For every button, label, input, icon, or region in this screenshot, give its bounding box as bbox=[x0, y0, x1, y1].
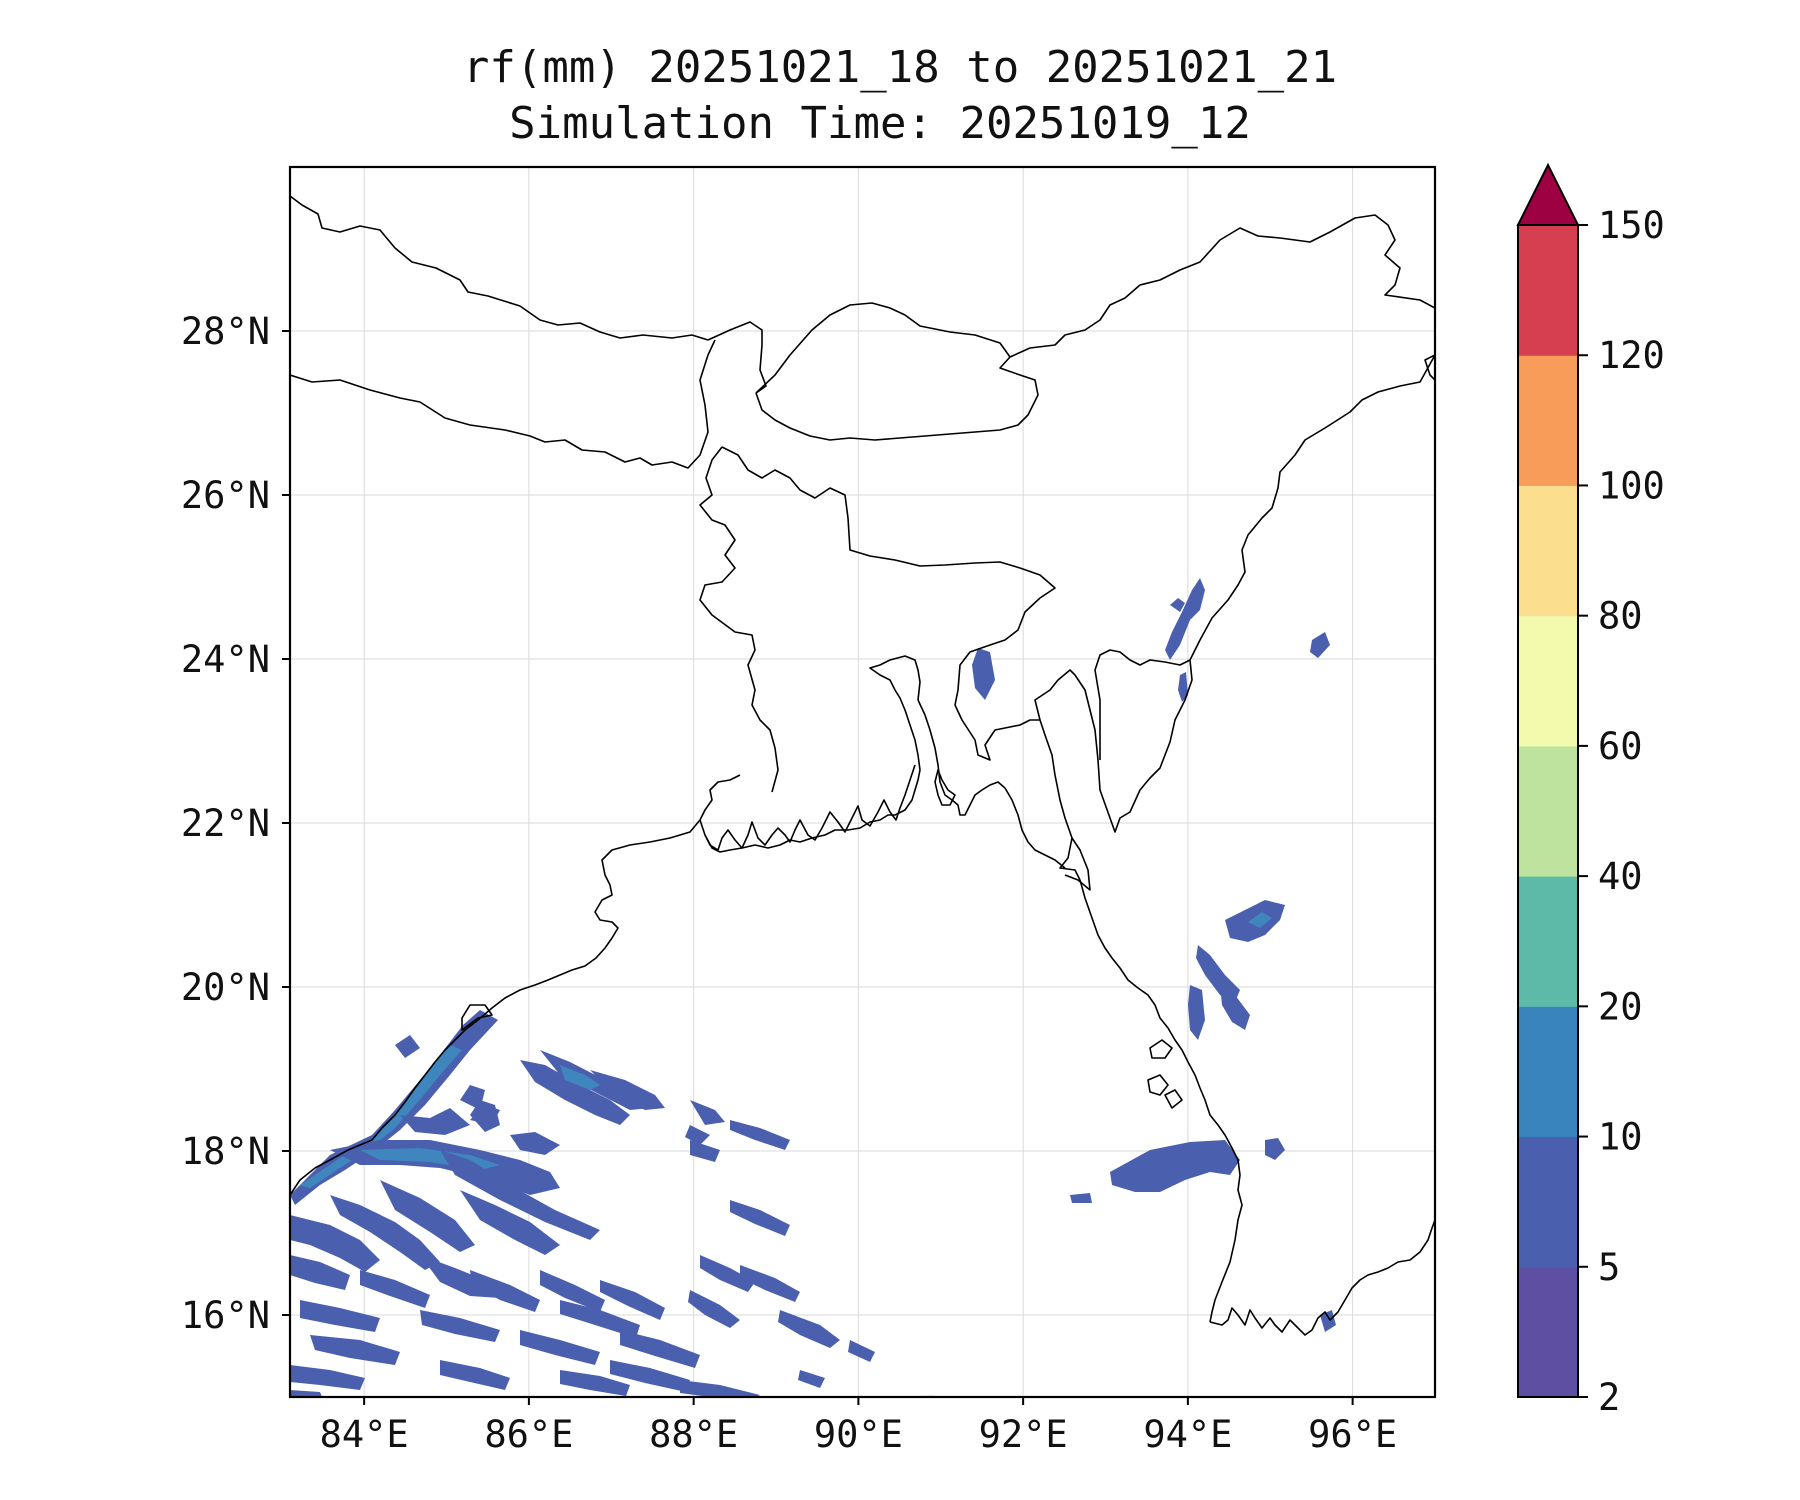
x-tick-label: 88°E bbox=[649, 1413, 738, 1456]
colorbar-tick-label: 80 bbox=[1598, 595, 1643, 638]
colorbar-bin bbox=[1518, 225, 1578, 356]
y-tick-label: 20°N bbox=[181, 966, 270, 1009]
colorbar-tick-label: 60 bbox=[1598, 725, 1643, 768]
colorbar-tick-label: 20 bbox=[1598, 985, 1643, 1028]
longitude-axis: 84°E 86°E 88°E 90°E 92°E 94°E 96°E bbox=[320, 1397, 1397, 1456]
country-borders bbox=[290, 195, 1435, 891]
y-tick-label: 16°N bbox=[181, 1294, 270, 1337]
colorbar-extend-arrow bbox=[1516, 162, 1580, 226]
colorbar-bin bbox=[1518, 1136, 1578, 1268]
colorbar-bin bbox=[1518, 615, 1578, 747]
rainfall-field-east bbox=[972, 578, 1336, 1332]
y-tick-label: 26°N bbox=[181, 474, 270, 517]
colorbar-tick-label: 10 bbox=[1598, 1116, 1643, 1159]
colorbar-bin bbox=[1518, 355, 1578, 486]
colorbar-bin bbox=[1518, 1266, 1578, 1398]
colorbar-tick-label: 2 bbox=[1598, 1376, 1620, 1419]
map-subtitle: Simulation Time: 20251019_12 bbox=[509, 98, 1251, 149]
y-tick-label: 18°N bbox=[181, 1130, 270, 1173]
x-tick-label: 96°E bbox=[1308, 1413, 1397, 1456]
x-tick-label: 90°E bbox=[814, 1413, 903, 1456]
colorbar-tick-label: 150 bbox=[1598, 204, 1665, 247]
gridlines bbox=[290, 167, 1435, 1397]
y-tick-label: 22°N bbox=[181, 802, 270, 845]
x-tick-label: 94°E bbox=[1143, 1413, 1232, 1456]
y-tick-label: 28°N bbox=[181, 310, 270, 353]
colorbar-outline bbox=[1517, 224, 1579, 1398]
y-tick-label: 24°N bbox=[181, 638, 270, 681]
colorbar-tick-label: 100 bbox=[1598, 464, 1665, 507]
x-tick-label: 92°E bbox=[979, 1413, 1068, 1456]
latitude-axis: 16°N 18°N 20°N 22°N 24°N 26°N 28°N bbox=[181, 310, 290, 1337]
colorbar-tick-label: 120 bbox=[1598, 334, 1665, 377]
coastline bbox=[290, 655, 1435, 1336]
colorbar-bin bbox=[1518, 1006, 1578, 1138]
map-frame bbox=[288, 165, 1437, 1399]
x-tick-label: 86°E bbox=[484, 1413, 573, 1456]
colorbar-bin bbox=[1518, 876, 1578, 1007]
colorbar-bin bbox=[1518, 745, 1578, 877]
colorbar: 2 5 10 20 40 60 80 100 120 150 bbox=[1516, 162, 1665, 1419]
rainfall-field-west bbox=[290, 1010, 950, 1397]
map-panel: 84°E 86°E 88°E 90°E 92°E 94°E 96°E 16°N 18°N 20°… bbox=[181, 165, 1437, 1456]
map-title: rf(mm) 20251021_18 to 20251021_21 bbox=[463, 42, 1337, 93]
colorbar-tick-label: 5 bbox=[1598, 1246, 1620, 1289]
colorbar-tick-label: 40 bbox=[1598, 855, 1643, 898]
colorbar-bin bbox=[1518, 485, 1578, 617]
x-tick-label: 84°E bbox=[320, 1413, 409, 1456]
